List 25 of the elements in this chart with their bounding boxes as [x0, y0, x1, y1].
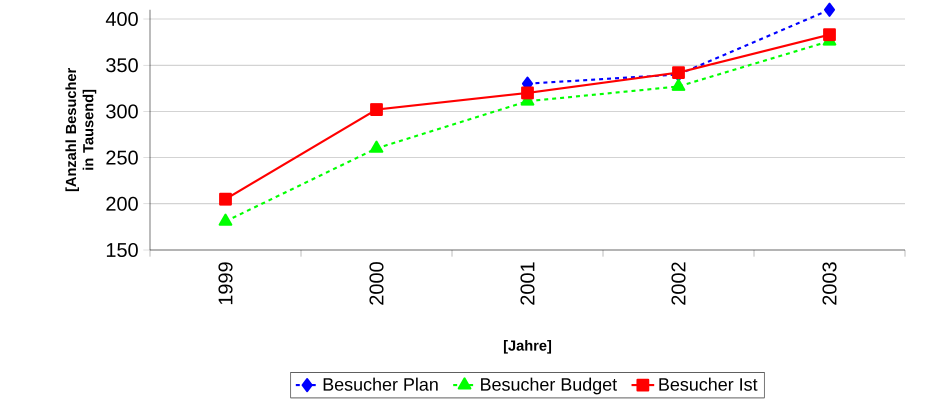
point	[521, 86, 534, 100]
x-tick-label: 2001	[520, 262, 535, 305]
point	[219, 192, 232, 206]
x-tick-label: 1999	[218, 262, 233, 304]
x-tick-label: 2002	[671, 262, 686, 305]
y-tick-label: 350	[106, 58, 138, 72]
point	[824, 2, 836, 17]
y-axis-title: [Anzahl Besucher in Tausend]	[65, 68, 96, 192]
y-tick-label: 150	[106, 242, 138, 258]
y-tick-label: 200	[106, 196, 138, 211]
x-tick-label: 2000	[369, 262, 384, 305]
point	[218, 214, 232, 226]
point	[672, 78, 686, 91]
x-axis-title: [Jahre]	[504, 340, 552, 354]
point	[672, 66, 685, 79]
y-tick-label: 400	[106, 12, 138, 26]
point	[823, 28, 836, 42]
point	[370, 103, 383, 116]
legend-label: Besucher Budget	[481, 378, 618, 394]
y-tick-label: 250	[106, 150, 138, 165]
y-tick-label: 300	[106, 104, 138, 118]
legend-label: Besucher Ist	[659, 378, 758, 391]
point	[370, 140, 384, 153]
legend-label: Besucher Plan	[324, 378, 438, 391]
x-tick-label: 2003	[822, 262, 837, 305]
